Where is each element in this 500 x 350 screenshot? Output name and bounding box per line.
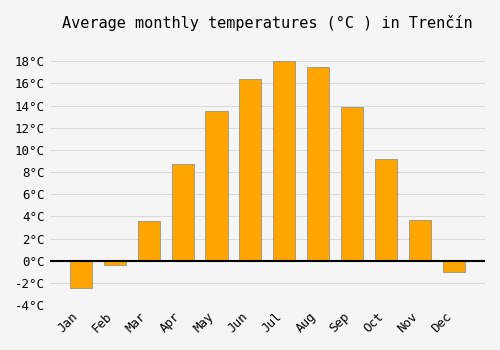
Bar (274, 61, 295, 261)
Bar (375, 159, 398, 261)
Bar (342, 107, 363, 261)
Bar (104, 261, 126, 265)
Title: Average monthly temperatures (°C ) in Trenčín: Average monthly temperatures (°C ) in Tr… (62, 15, 472, 31)
Bar (70, 261, 92, 288)
Bar (409, 220, 432, 261)
Bar (240, 79, 262, 261)
Bar (138, 221, 160, 261)
Bar (172, 164, 194, 261)
Bar (308, 67, 330, 261)
Bar (206, 111, 228, 261)
Bar (443, 261, 465, 272)
